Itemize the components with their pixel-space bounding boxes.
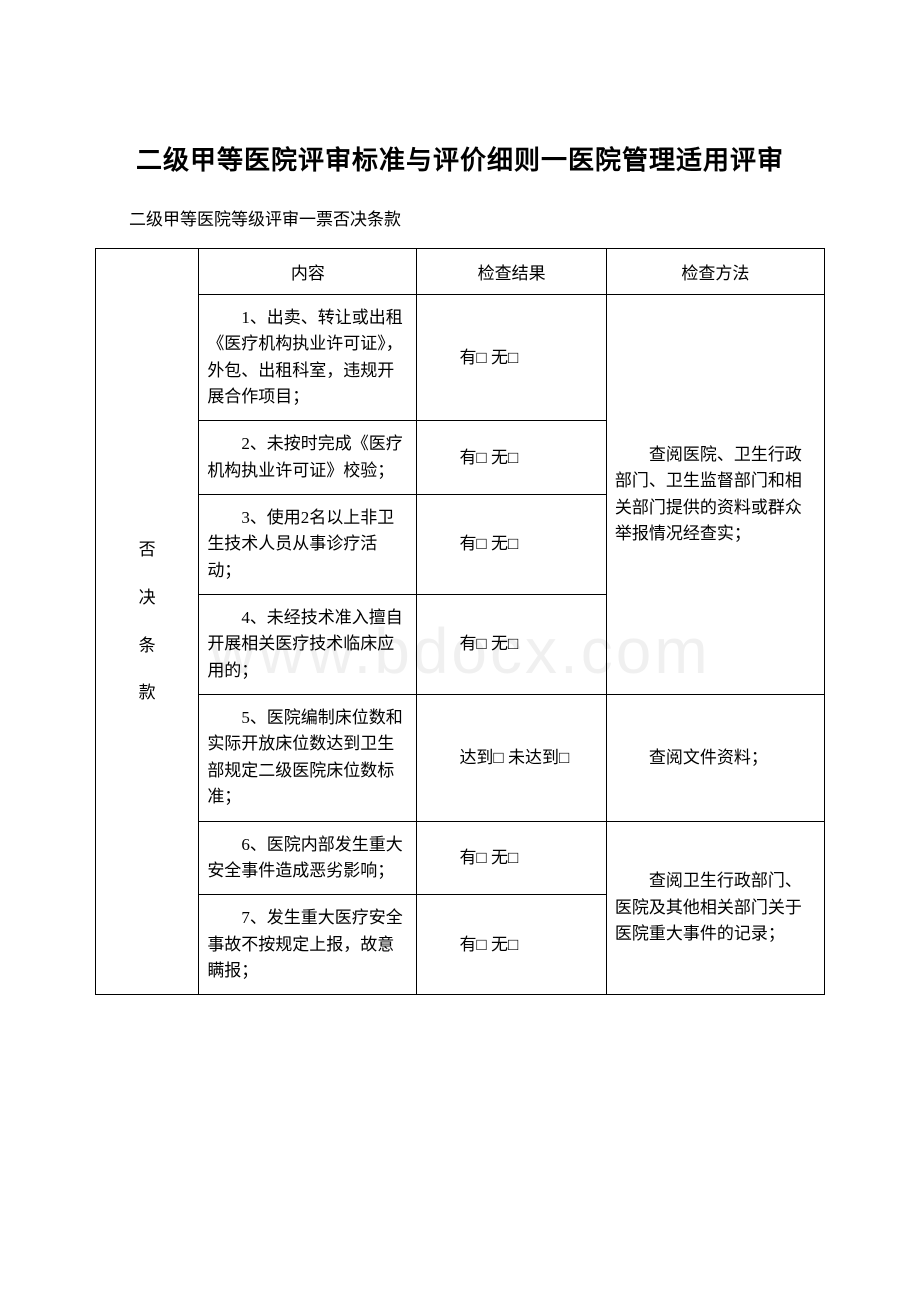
content-cell-2: 2、未按时完成《医疗机构执业许可证》校验； [199, 421, 417, 495]
result-cell-6: 有□ 无□ [417, 821, 606, 895]
header-method: 检查方法 [606, 249, 824, 295]
veto-table: 否 决 条 款 内容 检查结果 检查方法 1、出卖、转让或出租《医疗机构执业许可… [95, 248, 825, 995]
table-row: 5、医院编制床位数和实际开放床位数达到卫生部规定二级医院床位数标准； 达到□ 未… [96, 695, 825, 821]
method-cell-2: 查阅文件资料； [606, 695, 824, 821]
category-char-3: 条 [104, 622, 190, 670]
header-row: 否 决 条 款 内容 检查结果 检查方法 [96, 249, 825, 295]
content-cell-3: 3、使用2名以上非卫生技术人员从事诊疗活动； [199, 495, 417, 595]
category-cell: 否 决 条 款 [96, 249, 199, 995]
method-cell-1: 查阅医院、卫生行政部门、卫生监督部门和相关部门提供的资料或群众举报情况经查实； [606, 295, 824, 695]
category-char-2: 决 [104, 574, 190, 622]
content-cell-7: 7、发生重大医疗安全事故不按规定上报，故意瞒报； [199, 895, 417, 995]
header-content: 内容 [199, 249, 417, 295]
result-cell-4: 有□ 无□ [417, 595, 606, 695]
result-cell-2: 有□ 无□ [417, 421, 606, 495]
result-cell-7: 有□ 无□ [417, 895, 606, 995]
result-cell-1: 有□ 无□ [417, 295, 606, 421]
result-cell-5: 达到□ 未达到□ [417, 695, 606, 821]
header-result: 检查结果 [417, 249, 606, 295]
method-cell-3: 查阅卫生行政部门、医院及其他相关部门关于医院重大事件的记录； [606, 821, 824, 995]
result-cell-3: 有□ 无□ [417, 495, 606, 595]
category-char-1: 否 [104, 526, 190, 574]
content-cell-6: 6、医院内部发生重大安全事件造成恶劣影响； [199, 821, 417, 895]
subtitle: 二级甲等医院等级评审一票否决条款 [95, 205, 825, 230]
category-char-4: 款 [104, 669, 190, 717]
content-cell-5: 5、医院编制床位数和实际开放床位数达到卫生部规定二级医院床位数标准； [199, 695, 417, 821]
table-row: 6、医院内部发生重大安全事件造成恶劣影响； 有□ 无□ 查阅卫生行政部门、医院及… [96, 821, 825, 895]
table-row: 1、出卖、转让或出租《医疗机构执业许可证》，外包、出租科室，违规开展合作项目； … [96, 295, 825, 421]
content-cell-4: 4、未经技术准入擅自开展相关医疗技术临床应用的； [199, 595, 417, 695]
content-cell-1: 1、出卖、转让或出租《医疗机构执业许可证》，外包、出租科室，违规开展合作项目； [199, 295, 417, 421]
page-title: 二级甲等医院评审标准与评价细则一医院管理适用评审 [95, 140, 825, 177]
